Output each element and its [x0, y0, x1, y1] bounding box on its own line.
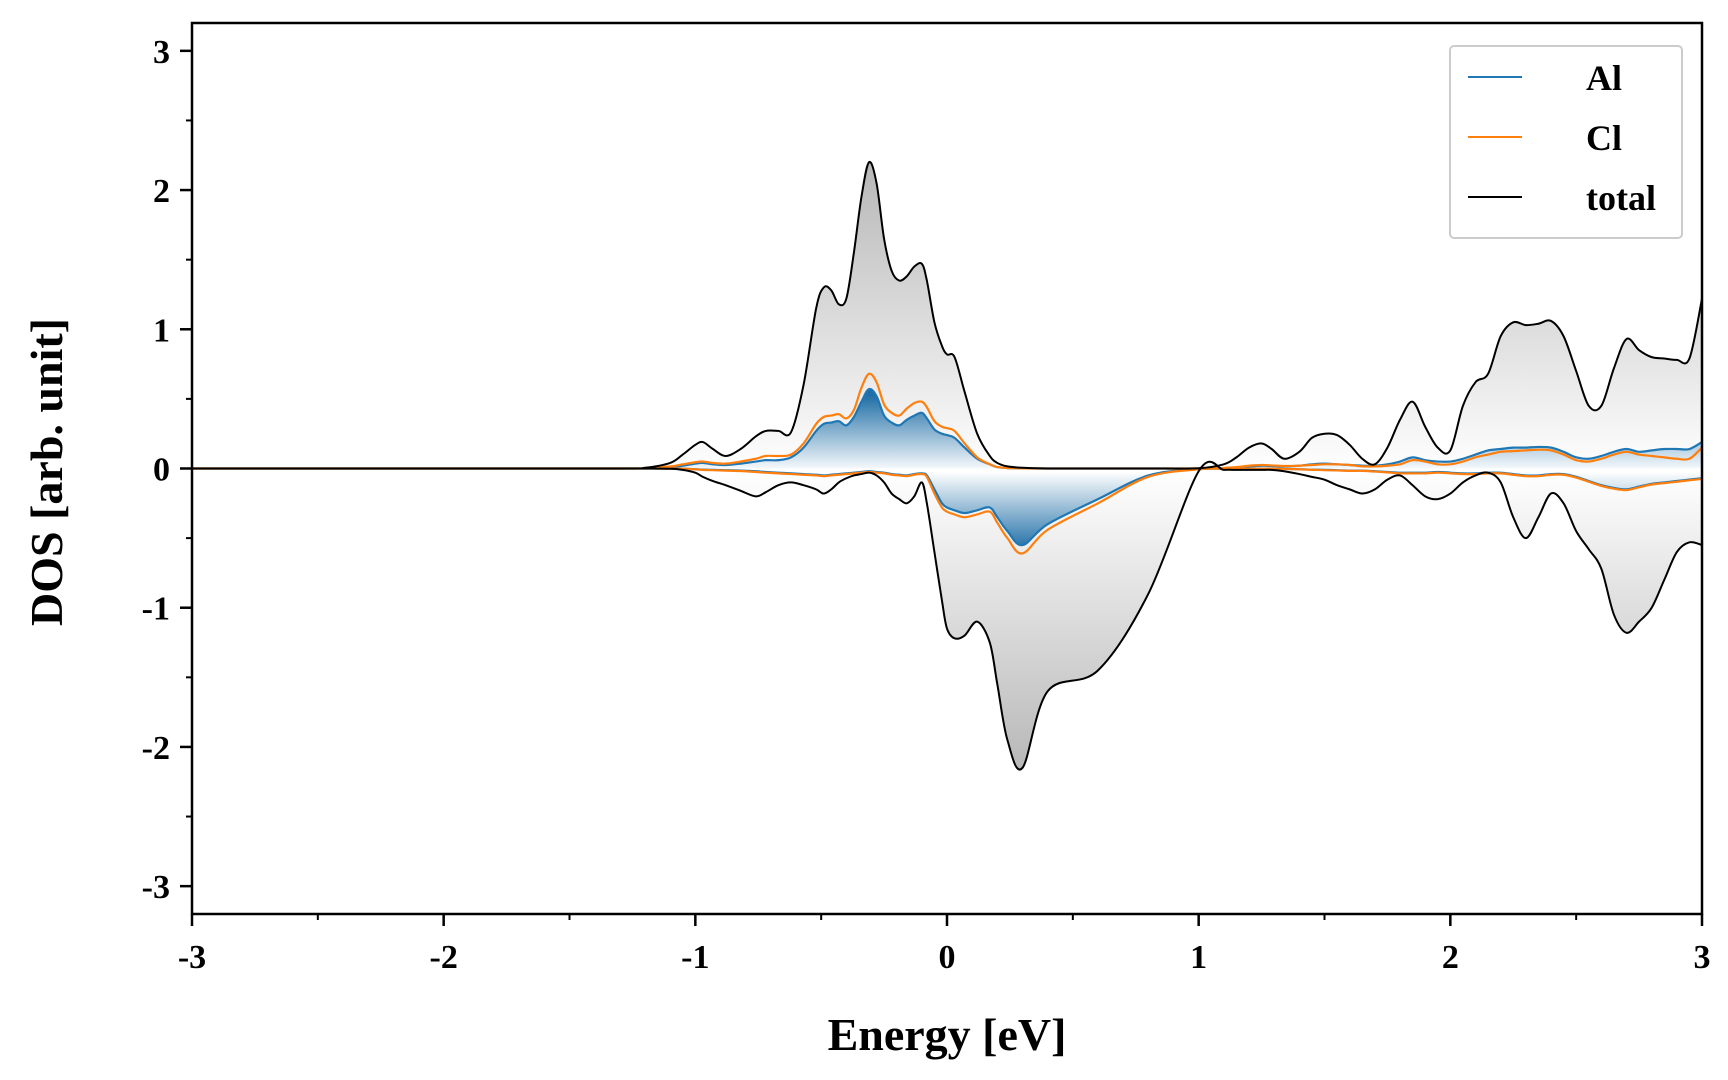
axis-ticks [180, 49, 1704, 926]
y-tick-label: -2 [142, 730, 170, 767]
y-tick-label: 0 [153, 452, 170, 489]
fill-areas [192, 161, 1702, 770]
axis-tick-labels: -3 -2 -1 0 1 2 3 -3 -2 -1 0 1 2 3 [142, 34, 1711, 976]
x-axis-title: Energy [eV] [828, 1009, 1067, 1060]
y-tick-label: -3 [142, 869, 170, 906]
line-total-down [192, 460, 1703, 771]
fill-total-down [192, 461, 1702, 770]
x-tick-label: 1 [1190, 939, 1207, 976]
line-cl-down [192, 467, 1703, 555]
legend-label-total: total [1586, 178, 1656, 218]
y-tick-label: -1 [142, 591, 170, 628]
y-tick-label: 2 [153, 173, 170, 210]
legend-label-al: Al [1586, 58, 1622, 98]
x-tick-label: 3 [1694, 939, 1711, 976]
x-tick-label: -2 [430, 939, 458, 976]
legend: Al Cl total [1449, 45, 1683, 239]
line-total-up [192, 160, 1703, 470]
series-lines [192, 160, 1703, 771]
x-tick-label: -1 [681, 939, 709, 976]
x-tick-label: -3 [178, 939, 206, 976]
fill-al-up [192, 388, 1702, 469]
y-axis-title: DOS [arb. unit] [21, 318, 72, 626]
legend-box [1449, 45, 1683, 239]
x-tick-label: 0 [939, 939, 956, 976]
legend-label-cl: Cl [1586, 118, 1622, 158]
fill-total-up [192, 161, 1702, 469]
y-tick-label: 3 [153, 34, 170, 71]
y-tick-label: 1 [153, 312, 170, 349]
x-tick-label: 2 [1442, 939, 1459, 976]
